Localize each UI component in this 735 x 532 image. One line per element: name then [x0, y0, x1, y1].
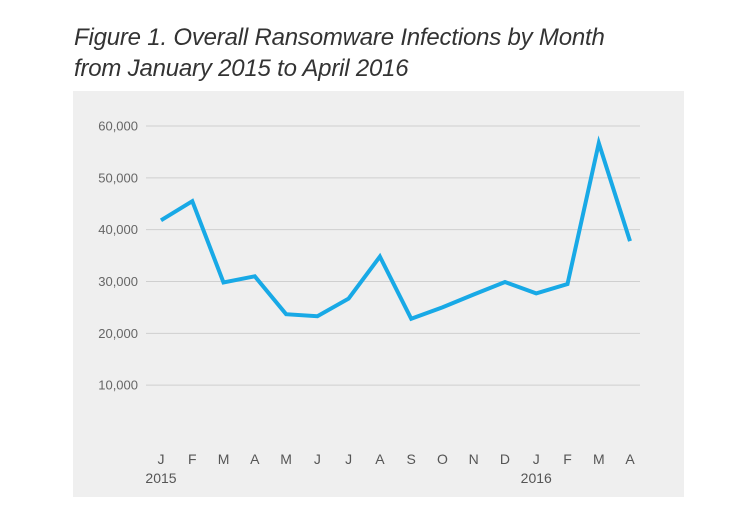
series-group: [159, 135, 632, 322]
y-tick-label: 10,000: [98, 378, 138, 393]
x-tick-label: M: [593, 451, 605, 467]
x-tick-label: A: [625, 451, 635, 467]
x-tick-label: S: [406, 451, 415, 467]
x-tick-label: N: [469, 451, 479, 467]
year-label: 2016: [521, 470, 552, 486]
x-tick-label: F: [188, 451, 197, 467]
y-tick-label: 60,000: [98, 119, 138, 134]
x-tick-label: A: [250, 451, 260, 467]
x-tick-label: J: [533, 451, 540, 467]
chart-title-line-2: from January 2015 to April 2016: [74, 55, 409, 82]
x-tick-label: D: [500, 451, 510, 467]
year-labels: 2015 2016: [145, 470, 552, 486]
y-tick-label: 50,000: [98, 170, 138, 185]
x-tick-label: O: [437, 451, 448, 467]
x-tick-label: M: [218, 451, 230, 467]
x-tick-label: A: [375, 451, 385, 467]
x-tick-label: J: [314, 451, 321, 467]
y-tick-label: 30,000: [98, 274, 138, 289]
x-tick-label: F: [563, 451, 572, 467]
x-tick-label: M: [280, 451, 292, 467]
chart-title: Figure 1. Overall Ransomware Infections …: [74, 22, 714, 84]
y-axis-tick-labels: 10,000 20,000 30,000 40,000 50,000 60,000: [98, 119, 138, 393]
year-label: 2015: [145, 470, 176, 486]
x-tick-label: J: [345, 451, 352, 467]
series-line: [159, 135, 632, 322]
gridlines: [146, 125, 640, 386]
x-tick-label: J: [158, 451, 165, 467]
chart-title-line-1: Figure 1. Overall Ransomware Infections …: [74, 24, 605, 51]
chart-panel: [73, 91, 684, 497]
y-tick-label: 20,000: [98, 326, 138, 341]
y-tick-label: 40,000: [98, 222, 138, 237]
